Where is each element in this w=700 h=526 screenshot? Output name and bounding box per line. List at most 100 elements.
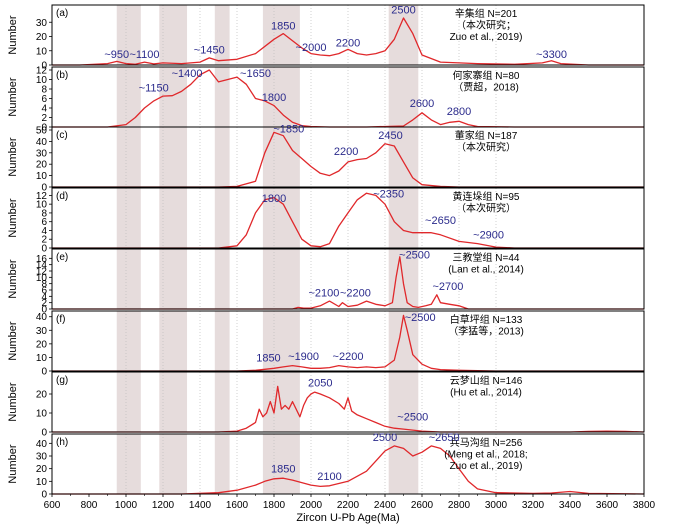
shaded-band xyxy=(159,5,188,65)
kde-curve xyxy=(52,69,644,128)
y-axis-title: Number xyxy=(7,15,19,54)
shaded-band xyxy=(388,434,419,494)
shaded-band xyxy=(214,311,230,371)
panel-title-line: (Hu et al., 2014) xyxy=(450,388,522,399)
y-tick-label: 6 xyxy=(41,217,47,228)
y-tick-label: 10 xyxy=(36,200,48,211)
panel-title-line: (Meng et al., 2018; xyxy=(444,450,527,461)
x-tick-label: 3000 xyxy=(485,500,508,511)
x-tick-label: 3200 xyxy=(522,500,545,511)
y-tick-label: 6 xyxy=(41,286,47,297)
peak-label: ~1100 xyxy=(129,49,159,61)
y-tick-label: 0 xyxy=(41,123,47,134)
shaded-band xyxy=(159,127,188,187)
panel-title-line: （贾超，2018) xyxy=(453,81,519,94)
y-tick-label: 10 xyxy=(36,477,48,488)
shaded-band xyxy=(116,434,141,494)
y-tick-label: 8 xyxy=(41,279,47,290)
y-tick-label: 2 xyxy=(41,113,47,124)
x-tick-label: 2400 xyxy=(374,500,397,511)
panel-title-line: Zuo et al., 2019) xyxy=(450,32,523,43)
panel-frame xyxy=(51,187,645,249)
panel-title-line: 黄连垛组 N=95 xyxy=(453,190,520,203)
shaded-band xyxy=(214,127,230,187)
shaded-band xyxy=(214,372,230,432)
peak-label: 2100 xyxy=(317,471,341,483)
y-tick-label: 0 xyxy=(41,490,47,501)
shaded-band xyxy=(262,67,300,127)
shaded-band xyxy=(214,67,230,127)
y-tick-label: 4 xyxy=(41,226,47,237)
y-tick-label: 40 xyxy=(36,312,48,323)
shaded-band xyxy=(159,249,188,309)
y-tick-label: 30 xyxy=(36,148,48,159)
shaded-band xyxy=(214,249,230,309)
y-tick-label: 12 xyxy=(36,191,48,202)
x-tick-label: 2600 xyxy=(411,500,434,511)
shaded-band xyxy=(159,372,188,432)
panel-tag: (g) xyxy=(56,375,68,386)
panel-title-line: (Lan et al., 2014) xyxy=(448,265,524,276)
x-tick-label: 2800 xyxy=(448,500,471,511)
shaded-band xyxy=(388,67,419,127)
peak-label: ~2650 xyxy=(425,215,456,227)
shaded-band xyxy=(116,188,141,248)
y-tick-label: 4 xyxy=(41,292,47,303)
shaded-band xyxy=(262,434,300,494)
shaded-band xyxy=(159,434,188,494)
panel-title-line: 白草坪组 N=133 xyxy=(450,313,523,326)
y-axis-title: Number xyxy=(7,77,19,116)
y-tick-label: 0 xyxy=(41,244,47,255)
y-tick-label: 20 xyxy=(36,464,48,475)
kde-curve xyxy=(52,192,644,249)
panel-7: 0 10 20 Number (g) 云梦山组 N=146(Hu et al., 2014… xyxy=(7,371,645,439)
peak-label: 2500 xyxy=(373,432,397,444)
panel-tag: (b) xyxy=(56,70,68,81)
peak-label: 2450 xyxy=(378,130,402,142)
panel-tag: (e) xyxy=(56,252,68,263)
y-tick-label: 14 xyxy=(36,260,48,271)
peak-label: 2600 xyxy=(410,98,434,110)
y-tick-label: 10 xyxy=(36,273,48,284)
y-tick-label: 10 xyxy=(36,409,48,420)
panel-title-line: （本次研究； xyxy=(456,19,516,32)
peak-label: ~2650 xyxy=(429,432,460,444)
peak-label: ~1400 xyxy=(172,68,203,80)
y-tick-label: 20 xyxy=(36,32,48,43)
panel-title-line: 云梦山组 N=146 xyxy=(450,374,523,387)
shaded-band xyxy=(159,67,188,127)
kde-curve xyxy=(52,314,644,372)
panel-title-line: 董家组 N=187 xyxy=(455,129,518,142)
y-axis-title: Number xyxy=(7,382,19,421)
y-tick-label: 40 xyxy=(36,439,48,450)
shaded-band xyxy=(388,372,419,432)
y-tick-label: 30 xyxy=(36,326,48,337)
kde-curve xyxy=(52,256,644,310)
panel-title-line: 辛集组 N=201 xyxy=(455,7,518,20)
shaded-band xyxy=(116,311,141,371)
y-axis-title: Number xyxy=(7,198,19,237)
peak-label: ~2000 xyxy=(296,42,327,54)
panel-tag: (a) xyxy=(56,8,68,19)
panel-tag: (h) xyxy=(56,437,68,448)
peak-label: 1800 xyxy=(262,193,286,205)
x-tick-label: 2000 xyxy=(300,500,323,511)
panel-tag: (c) xyxy=(56,130,68,141)
peak-label: ~1900 xyxy=(288,351,319,363)
peak-label: ~950 xyxy=(104,49,129,61)
peak-label: ~2700 xyxy=(432,281,463,293)
peak-label: ~1650 xyxy=(240,68,271,80)
x-tick-label: 1400 xyxy=(189,500,212,511)
panel-1: 0 10 20 30 Number (a) 辛集组 N=201（本次研究；Zuo et al… xyxy=(7,4,645,72)
y-axis-title: Number xyxy=(7,321,19,360)
panel-title-line: （李猛等，2013) xyxy=(448,325,524,338)
x-tick-label: 2200 xyxy=(337,500,360,511)
shaded-band xyxy=(388,188,419,248)
shaded-band xyxy=(262,311,300,371)
